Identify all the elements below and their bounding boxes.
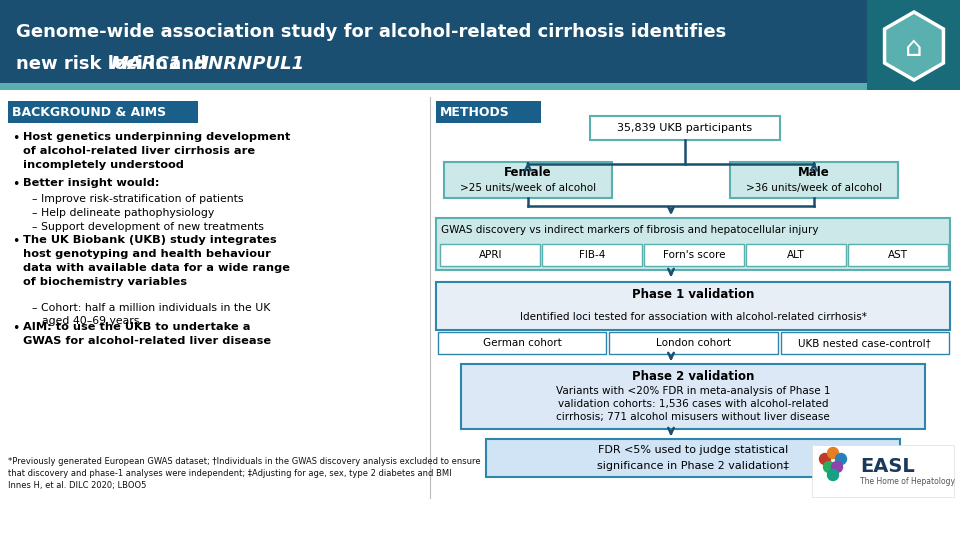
- Text: – Cohort: half a million individuals in the UK: – Cohort: half a million individuals in …: [32, 303, 271, 313]
- Text: – Help delineate pathophysiology: – Help delineate pathophysiology: [32, 208, 214, 218]
- Text: cirrhosis; 771 alcohol misusers without liver disease: cirrhosis; 771 alcohol misusers without …: [556, 412, 829, 422]
- Text: Host genetics underpinning development
of alcohol-related liver cirrhosis are
in: Host genetics underpinning development o…: [23, 132, 290, 170]
- Text: significance in Phase 2 validation‡: significance in Phase 2 validation‡: [597, 461, 789, 471]
- Circle shape: [831, 462, 843, 472]
- Text: Phase 1 validation: Phase 1 validation: [632, 288, 755, 301]
- Bar: [746, 244, 846, 266]
- Bar: [867, 0, 960, 90]
- Bar: [0, 83, 960, 90]
- Circle shape: [820, 454, 830, 464]
- Text: FIB-4: FIB-4: [579, 250, 606, 260]
- Bar: [610, 332, 778, 354]
- Text: HNRNPUL1: HNRNPUL1: [194, 55, 305, 73]
- Bar: [436, 218, 950, 270]
- Text: The UK Biobank (UKB) study integrates
host genotyping and health behaviour
data : The UK Biobank (UKB) study integrates ho…: [23, 235, 290, 287]
- Text: MARC1: MARC1: [111, 55, 182, 73]
- Text: Better insight would:: Better insight would:: [23, 178, 159, 188]
- Bar: [436, 282, 950, 330]
- Text: AIM: to use the UKB to undertake a
GWAS for alcohol-related liver disease: AIM: to use the UKB to undertake a GWAS …: [23, 322, 271, 346]
- Circle shape: [835, 454, 847, 464]
- Bar: [590, 116, 780, 140]
- Text: •: •: [12, 132, 19, 145]
- Text: FDR <5% used to judge statistical: FDR <5% used to judge statistical: [598, 445, 788, 455]
- Bar: [0, 0, 870, 85]
- Text: METHODS: METHODS: [440, 105, 510, 118]
- Text: aged 40–69 years: aged 40–69 years: [42, 316, 139, 326]
- Text: London cohort: London cohort: [656, 338, 732, 348]
- Bar: [444, 162, 612, 198]
- Text: new risk loci in: new risk loci in: [16, 55, 175, 73]
- Text: •: •: [12, 178, 19, 191]
- Text: *Previously generated European GWAS dataset; †Individuals in the GWAS discovery : *Previously generated European GWAS data…: [8, 457, 481, 490]
- Bar: [644, 244, 744, 266]
- Text: Genome-wide association study for alcohol-related cirrhosis identifies: Genome-wide association study for alcoho…: [16, 23, 727, 41]
- Text: and: and: [163, 55, 213, 73]
- Bar: [730, 162, 898, 198]
- Bar: [8, 101, 198, 123]
- Bar: [780, 332, 949, 354]
- Text: – Improve risk-stratification of patients: – Improve risk-stratification of patient…: [32, 194, 244, 204]
- Text: Female: Female: [504, 166, 552, 179]
- Text: Forn's score: Forn's score: [662, 250, 725, 260]
- Text: Variants with <20% FDR in meta-analysis of Phase 1: Variants with <20% FDR in meta-analysis …: [556, 386, 830, 396]
- Text: EASL: EASL: [860, 457, 915, 476]
- Text: GWAS discovery vs indirect markers of fibrosis and hepatocellular injury: GWAS discovery vs indirect markers of fi…: [441, 225, 819, 235]
- Text: >25 units/week of alcohol: >25 units/week of alcohol: [460, 183, 596, 193]
- Text: UKB nested case-control†: UKB nested case-control†: [799, 338, 931, 348]
- Bar: [812, 445, 954, 497]
- Text: Identified loci tested for association with alcohol-related cirrhosis*: Identified loci tested for association w…: [519, 312, 867, 322]
- Bar: [0, 89, 960, 502]
- Bar: [436, 101, 541, 123]
- Text: 35,839 UKB participants: 35,839 UKB participants: [617, 123, 753, 133]
- Text: Male: Male: [798, 166, 829, 179]
- Bar: [486, 439, 900, 477]
- Bar: [440, 244, 540, 266]
- Text: AST: AST: [888, 250, 908, 260]
- Bar: [438, 332, 607, 354]
- Text: The Home of Hepatology: The Home of Hepatology: [860, 476, 955, 485]
- Text: >36 units/week of alcohol: >36 units/week of alcohol: [746, 183, 882, 193]
- Text: APRI: APRI: [478, 250, 502, 260]
- Bar: [541, 244, 642, 266]
- Text: ⌂: ⌂: [905, 34, 923, 62]
- Circle shape: [824, 462, 834, 472]
- Text: •: •: [12, 322, 19, 335]
- Bar: [848, 244, 948, 266]
- Text: validation cohorts: 1,536 cases with alcohol-related: validation cohorts: 1,536 cases with alc…: [558, 399, 828, 409]
- Text: BACKGROUND & AIMS: BACKGROUND & AIMS: [12, 105, 166, 118]
- Circle shape: [828, 469, 838, 481]
- Text: •: •: [12, 235, 19, 248]
- Text: Phase 2 validation: Phase 2 validation: [632, 369, 755, 382]
- Text: – Support development of new treatments: – Support development of new treatments: [32, 222, 264, 232]
- Polygon shape: [884, 12, 944, 80]
- Text: ALT: ALT: [787, 250, 804, 260]
- Bar: [461, 364, 925, 429]
- Text: German cohort: German cohort: [483, 338, 562, 348]
- Circle shape: [828, 448, 838, 458]
